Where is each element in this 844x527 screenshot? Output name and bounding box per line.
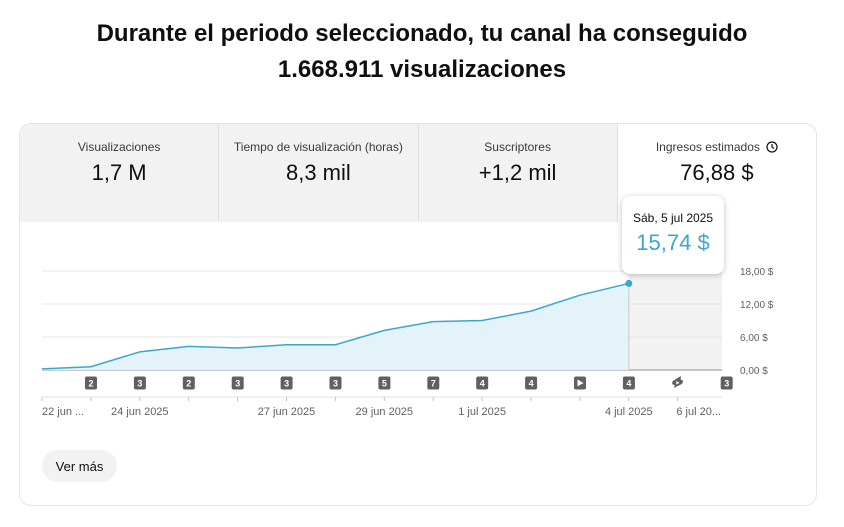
metric-label: Visualizaciones	[77, 140, 161, 154]
x-tick-label: 22 jun ...	[42, 406, 84, 418]
metric-label: Tiempo de visualización (horas)	[233, 140, 403, 154]
headline-line2: 1.668.911 visualizaciones	[277, 56, 567, 83]
upload-count-label: 3	[333, 379, 338, 389]
play-icon-glyph	[577, 379, 584, 387]
upload-count-badge[interactable]	[427, 376, 440, 390]
metric-value: 8,3 mil	[285, 160, 351, 185]
data-point[interactable]	[525, 305, 537, 317]
x-tick-label: 4 jul 2025	[605, 406, 653, 418]
upload-count-badge[interactable]	[622, 376, 635, 390]
x-tick-label: 6 jul 20...	[676, 406, 721, 418]
x-tick-label: 1 jul 2025	[458, 406, 506, 418]
y-tick-label: 6,00 $	[740, 333, 768, 344]
upload-count-label: 2	[88, 379, 93, 389]
data-point[interactable]	[329, 339, 341, 351]
see-more-button[interactable]: Ver más	[42, 450, 117, 482]
upload-count-label: 3	[235, 379, 240, 389]
data-point[interactable]	[378, 324, 390, 336]
upload-count-badge[interactable]	[525, 376, 538, 390]
x-tick-label: 24 jun 2025	[111, 406, 169, 418]
metric-label-wrap: Ingresos estimados	[618, 140, 816, 154]
upload-count-badge[interactable]	[378, 376, 391, 390]
y-tick-label: 18,00 $	[740, 267, 774, 278]
series-line	[41, 282, 629, 370]
tooltip-value: 15,74 $	[636, 230, 710, 255]
summary-headline: Durante el periodo seleccionado, tu cana…	[0, 16, 844, 88]
data-point[interactable]	[134, 346, 146, 358]
metric-label: Ingresos estimados	[655, 140, 760, 154]
upload-count-badge[interactable]	[182, 376, 195, 390]
upload-count-badge[interactable]	[329, 376, 342, 390]
metric-tab-views[interactable]: Visualizaciones 1,7 M	[20, 124, 220, 222]
y-tick-label: 0,00 $	[740, 366, 768, 377]
upload-count-badge[interactable]	[133, 376, 146, 390]
x-tick-label: 29 jun 2025	[356, 406, 414, 418]
upload-count-badge[interactable]	[231, 376, 244, 390]
upload-count-label: 3	[284, 379, 289, 389]
upload-count-label: 4	[626, 379, 631, 389]
upload-count-badge[interactable]	[476, 376, 489, 390]
metric-tab-watch-time[interactable]: Tiempo de visualización (horas) 8,3 mil	[219, 124, 419, 222]
clock-icon[interactable]	[766, 141, 778, 153]
data-point[interactable]	[281, 339, 293, 351]
upload-count-badge[interactable]	[720, 376, 733, 390]
metric-value: 1,7 M	[91, 160, 147, 185]
upload-count-label: 5	[382, 379, 387, 389]
upload-count-label: 4	[529, 379, 534, 389]
data-point[interactable]	[427, 316, 439, 328]
upload-count-badge[interactable]	[280, 376, 293, 390]
metric-value: +1,2 mil	[478, 160, 557, 185]
shorts-icon-glyph	[676, 381, 680, 385]
upload-count-label: 2	[186, 379, 191, 389]
upload-count-badge[interactable]	[85, 376, 97, 390]
tooltip-date: Sáb, 5 jul 2025	[632, 211, 714, 225]
metric-value: 76,88 $	[680, 160, 754, 185]
data-point[interactable]	[85, 361, 97, 373]
y-tick-label: 12,00 $	[740, 300, 774, 311]
upload-count-label: 3	[724, 379, 729, 389]
metric-label: Suscriptores	[484, 140, 551, 154]
data-point[interactable]	[183, 340, 195, 352]
upload-count-label: 7	[431, 379, 436, 389]
data-point[interactable]	[36, 363, 48, 375]
x-tick-label: 27 jun 2025	[258, 406, 316, 418]
area-fill	[42, 283, 629, 370]
highlighted-point[interactable]	[625, 279, 633, 287]
chart-tooltip: Sáb, 5 jul 2025 15,74 $	[622, 196, 724, 274]
metric-tabs: Visualizaciones 1,7 M Tiempo de visualiz…	[20, 124, 816, 222]
upload-count-label: 3	[137, 379, 142, 389]
data-point[interactable]	[476, 315, 488, 327]
metric-tab-subscribers[interactable]: Suscriptores +1,2 mil	[418, 124, 618, 222]
data-point[interactable]	[574, 289, 586, 301]
data-point[interactable]	[232, 342, 244, 354]
headline-line1: Durante el periodo seleccionado, tu cana…	[96, 20, 748, 47]
upload-count-label: 4	[480, 379, 485, 389]
